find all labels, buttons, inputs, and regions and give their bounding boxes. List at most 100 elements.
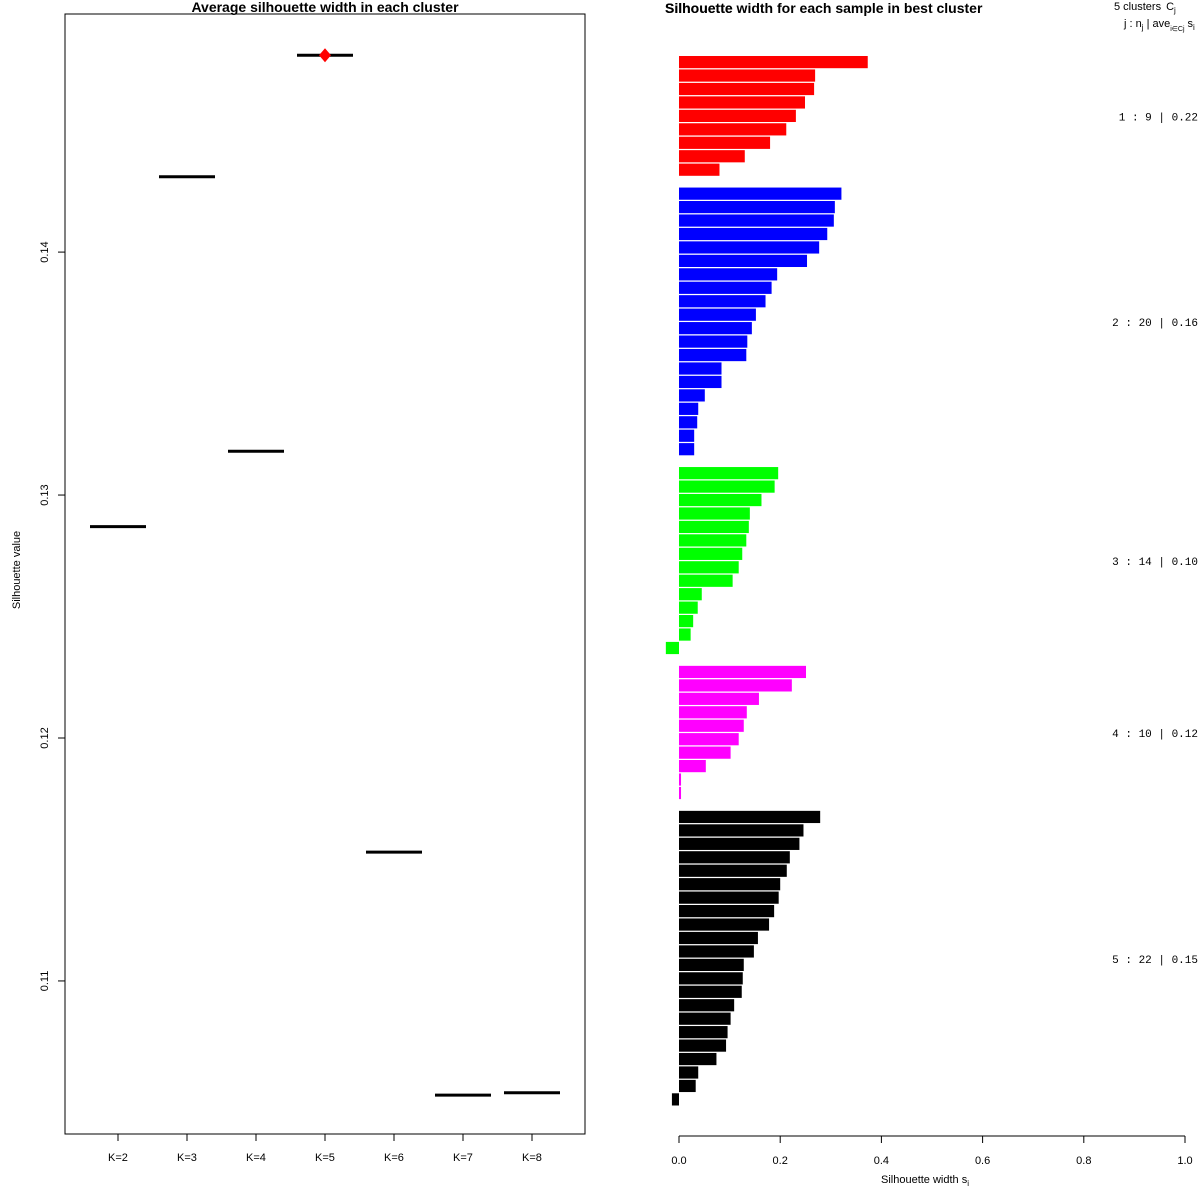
silhouette-bar: [679, 281, 772, 294]
silhouette-bar: [679, 520, 749, 534]
silhouette-bar: [665, 641, 679, 655]
left-x-tick-label: K=6: [384, 1152, 404, 1164]
silhouette-bar: [679, 1052, 717, 1066]
silhouette-bar: [679, 335, 748, 348]
cluster-legend-rows: 1 : 9 | 0.22 2 : 20 | 0.16 3 : 14 | 0.10 4 …: [1112, 113, 1198, 967]
left-x-tick-label: K=3: [177, 1152, 197, 1164]
silhouette-bar: [679, 507, 750, 520]
legend-header-line1: 5 clusters Cj: [1114, 1, 1176, 15]
legend-header-symbol-subscript: j: [1173, 6, 1176, 15]
silhouette-bar: [679, 864, 787, 877]
silhouette-bar: [679, 82, 815, 96]
silhouette-bar: [679, 665, 807, 679]
legend-subheader-n-subscript: j: [1141, 23, 1144, 32]
silhouette-bar: [679, 429, 695, 442]
cluster-legend-row: 2 : 20 | 0.16: [1112, 318, 1198, 330]
right-x-tick-label: 0.2: [773, 1155, 788, 1167]
right-title-overlap-text: Silhouette: [665, 0, 733, 16]
silhouette-bar: [679, 96, 805, 109]
silhouette-bar: [679, 443, 695, 456]
cluster-legend-row: 5 : 22 | 0.15: [1112, 955, 1198, 967]
silhouette-bar: [679, 241, 820, 254]
silhouette-bar: [679, 905, 775, 918]
silhouette-bar: [679, 588, 702, 601]
silhouette-bar: [679, 733, 739, 746]
silhouette-bar: [679, 958, 744, 971]
legend-subheader-ave-subscript: i∈Cj: [1170, 26, 1185, 33]
silhouette-bar: [679, 163, 720, 176]
silhouette-bar: [679, 760, 706, 773]
silhouette-bar: [679, 706, 747, 719]
silhouette-bar: [679, 1066, 699, 1079]
silhouette-bar: [679, 679, 792, 692]
right-x-tick-label: 1.0: [1177, 1155, 1192, 1167]
silhouette-bar: [679, 480, 775, 493]
right-x-axis: 0.0 0.2 0.4 0.6 0.8 1.0: [671, 1135, 1193, 1167]
left-data-marks: [90, 48, 560, 1097]
right-x-tick-label: 0.8: [1076, 1155, 1091, 1167]
left-y-tick-label: 0.11: [39, 971, 51, 992]
silhouette-bar: [679, 389, 705, 402]
silhouette-bar: [679, 214, 834, 227]
silhouette-bar: [679, 601, 698, 614]
silhouette-bar: [679, 493, 762, 507]
cluster-legend-header: 5 clusters Cj j : nj | avei∈Cj si: [1114, 1, 1195, 33]
silhouette-bar: [679, 561, 739, 574]
cluster-legend-row: 4 : 10 | 0.12: [1112, 729, 1198, 741]
legend-header-line2: j : nj | avei∈Cj si: [1123, 18, 1195, 33]
silhouette-bar: [679, 227, 828, 241]
silhouette-bar: [679, 467, 779, 480]
left-plot-frame: [64, 13, 586, 1135]
silhouette-bar: [679, 1039, 727, 1052]
silhouette-bar: [679, 69, 816, 82]
silhouette-bar: [679, 773, 682, 786]
silhouette-bar: [679, 574, 733, 587]
average-silhouette-panel: Average silhouette width in each cluster…: [11, 0, 586, 1164]
left-y-tick-label: 0.12: [39, 727, 51, 748]
right-x-tick-label: 0.0: [671, 1155, 686, 1167]
legend-subheader-main: j : n: [1123, 18, 1142, 30]
left-x-tick-label: K=2: [108, 1152, 128, 1164]
silhouette-bar: [679, 692, 759, 705]
right-x-axis-label-main: Silhouette width s: [881, 1174, 968, 1186]
silhouette-bar: [671, 1093, 679, 1106]
silhouette-bar: [679, 837, 800, 850]
silhouette-bar: [679, 375, 722, 389]
silhouette-bar: [679, 824, 804, 837]
legend-header-symbol: C: [1166, 1, 1174, 13]
silhouette-bar: [679, 746, 731, 759]
left-y-axis: 0.11 0.12 0.13 0.14: [39, 241, 65, 991]
right-x-tick-label: 0.6: [975, 1155, 990, 1167]
sample-silhouette-panel: Silhouette width for each sample in best…: [665, 0, 1198, 1188]
left-y-axis-label: Silhouette value: [11, 531, 23, 609]
silhouette-bar: [679, 308, 756, 321]
legend-subheader-s: s: [1188, 18, 1194, 30]
silhouette-bar: [679, 931, 758, 945]
silhouette-bar: [679, 322, 752, 335]
silhouette-bar: [679, 254, 808, 267]
silhouette-bar: [679, 295, 766, 308]
silhouette-bar: [679, 534, 747, 547]
silhouette-bar: [679, 1012, 731, 1025]
silhouette-bars: [665, 56, 868, 1106]
left-x-tick-label: K=8: [522, 1152, 542, 1164]
legend-subheader-s-subscript: i: [1193, 23, 1195, 32]
silhouette-bar: [679, 268, 778, 281]
silhouette-bar: [679, 416, 698, 429]
cluster-legend-row: 3 : 14 | 0.10: [1112, 557, 1198, 569]
silhouette-bar: [679, 402, 699, 415]
silhouette-bar: [679, 1026, 728, 1039]
right-chart-title: Silhouette width for each sample in best…: [665, 0, 983, 16]
silhouette-bar: [679, 348, 747, 362]
silhouette-bar: [679, 109, 796, 122]
legend-subheader-ave: | ave: [1144, 18, 1171, 30]
left-x-tick-label: K=7: [453, 1152, 473, 1164]
silhouette-bar: [679, 999, 735, 1012]
left-x-axis: K=2 K=3 K=4 K=5 K=6 K=7 K=8: [108, 1134, 542, 1164]
right-x-axis-label: Silhouette width si: [881, 1174, 969, 1188]
left-x-tick-label: K=5: [315, 1152, 335, 1164]
legend-header-clusters: 5 clusters: [1114, 1, 1162, 13]
right-x-tick-label: 0.4: [874, 1155, 889, 1167]
silhouette-bar: [679, 187, 842, 200]
